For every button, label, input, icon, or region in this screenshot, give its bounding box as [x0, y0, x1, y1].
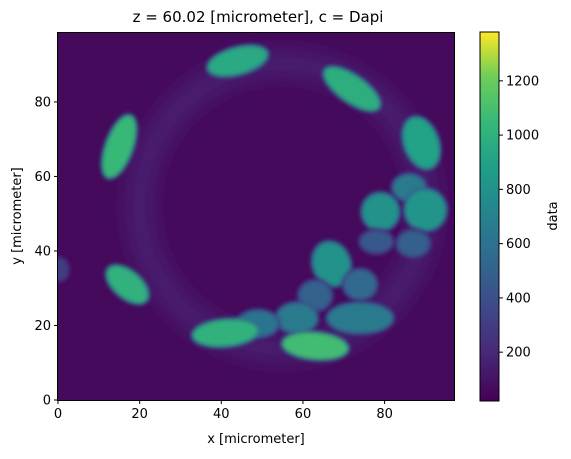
colorbar-tick-label: 400 [506, 291, 531, 306]
nucleus [327, 303, 393, 333]
nucleus [102, 115, 136, 178]
colorbar-tick-label: 600 [506, 237, 531, 252]
colorbar-tick-label: 1200 [506, 74, 539, 89]
colorbar [479, 31, 500, 402]
y-tick-label: 20 [34, 319, 51, 334]
nucleus [106, 265, 148, 304]
y-tick-label: 40 [34, 244, 51, 259]
x-tick-label: 40 [213, 407, 230, 422]
nucleus [362, 193, 399, 231]
heatmap-image [58, 33, 454, 400]
nucleus [360, 230, 393, 253]
colorbar-tick-label: 800 [506, 183, 531, 198]
y-tick-label: 0 [43, 394, 51, 409]
plot-area [58, 33, 454, 400]
nucleus [282, 332, 348, 360]
colorbar-label: data [546, 201, 561, 230]
colorbar-tick-label: 1000 [506, 129, 539, 144]
nucleus [396, 230, 430, 257]
nucleus [324, 67, 380, 111]
chart-title: z = 60.02 [micrometer], c = Dapi [133, 8, 384, 26]
nucleus [192, 319, 258, 347]
nucleus [405, 189, 446, 231]
nucleus [207, 46, 268, 76]
x-tick-label: 80 [376, 407, 393, 422]
nucleus [312, 242, 351, 286]
y-axis-label: y [micrometer] [10, 167, 25, 265]
nucleus [276, 303, 318, 333]
y-tick-label: 80 [34, 95, 51, 110]
y-tick-label: 60 [34, 170, 51, 185]
nucleus [403, 117, 440, 169]
x-axis: 0 20 40 60 80 [54, 400, 393, 422]
nucleus [58, 258, 69, 281]
x-tick-label: 60 [295, 407, 312, 422]
colorbar-axis: 200 400 600 800 1000 1200 [499, 74, 539, 361]
y-axis: 0 20 40 60 80 [34, 95, 58, 409]
plot-frame [57, 32, 455, 401]
x-axis-label: x [micrometer] [207, 432, 305, 447]
colorbar-tick-label: 200 [506, 346, 531, 361]
x-tick-label: 0 [54, 407, 62, 422]
x-tick-label: 20 [131, 407, 148, 422]
nucleus [343, 269, 377, 300]
